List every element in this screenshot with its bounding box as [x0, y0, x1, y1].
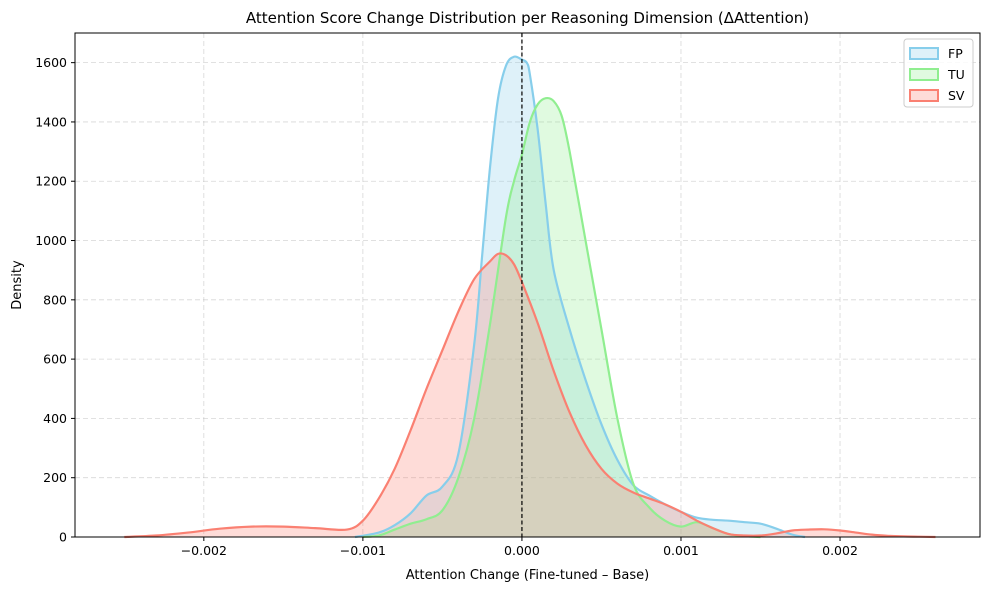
x-tick-label: −0.001: [340, 543, 386, 558]
y-tick-label: 600: [43, 352, 67, 367]
legend-swatch-sv: [910, 90, 938, 101]
x-tick-label: 0.002: [822, 543, 858, 558]
y-axis-ticks: 0 200 400 600 800 1000 1200 1400 1600: [35, 55, 75, 544]
x-axis-label: Attention Change (Fine-tuned – Base): [406, 568, 650, 583]
y-tick-label: 1200: [35, 174, 67, 189]
legend-label-tu: TU: [947, 67, 965, 82]
x-tick-label: 0.001: [663, 543, 699, 558]
chart-title: Attention Score Change Distribution per …: [246, 9, 809, 27]
legend-label-sv: SV: [948, 88, 965, 103]
x-tick-label: 0.000: [504, 543, 540, 558]
y-tick-label: 1000: [35, 233, 67, 248]
legend-swatch-tu: [910, 69, 938, 80]
y-tick-label: 400: [43, 411, 67, 426]
y-axis-label: Density: [10, 260, 25, 310]
y-tick-label: 1400: [35, 114, 67, 129]
y-tick-label: 0: [59, 530, 67, 545]
x-tick-label: −0.002: [181, 543, 227, 558]
density-areas: [124, 57, 935, 537]
legend-label-fp: FP: [948, 46, 963, 61]
y-tick-label: 1600: [35, 55, 67, 70]
legend-swatch-fp: [910, 48, 938, 59]
y-tick-label: 200: [43, 470, 67, 485]
legend: FP TU SV: [904, 39, 973, 107]
y-tick-label: 800: [43, 292, 67, 307]
x-axis-ticks: −0.002 −0.001 0.000 0.001 0.002: [181, 537, 858, 558]
